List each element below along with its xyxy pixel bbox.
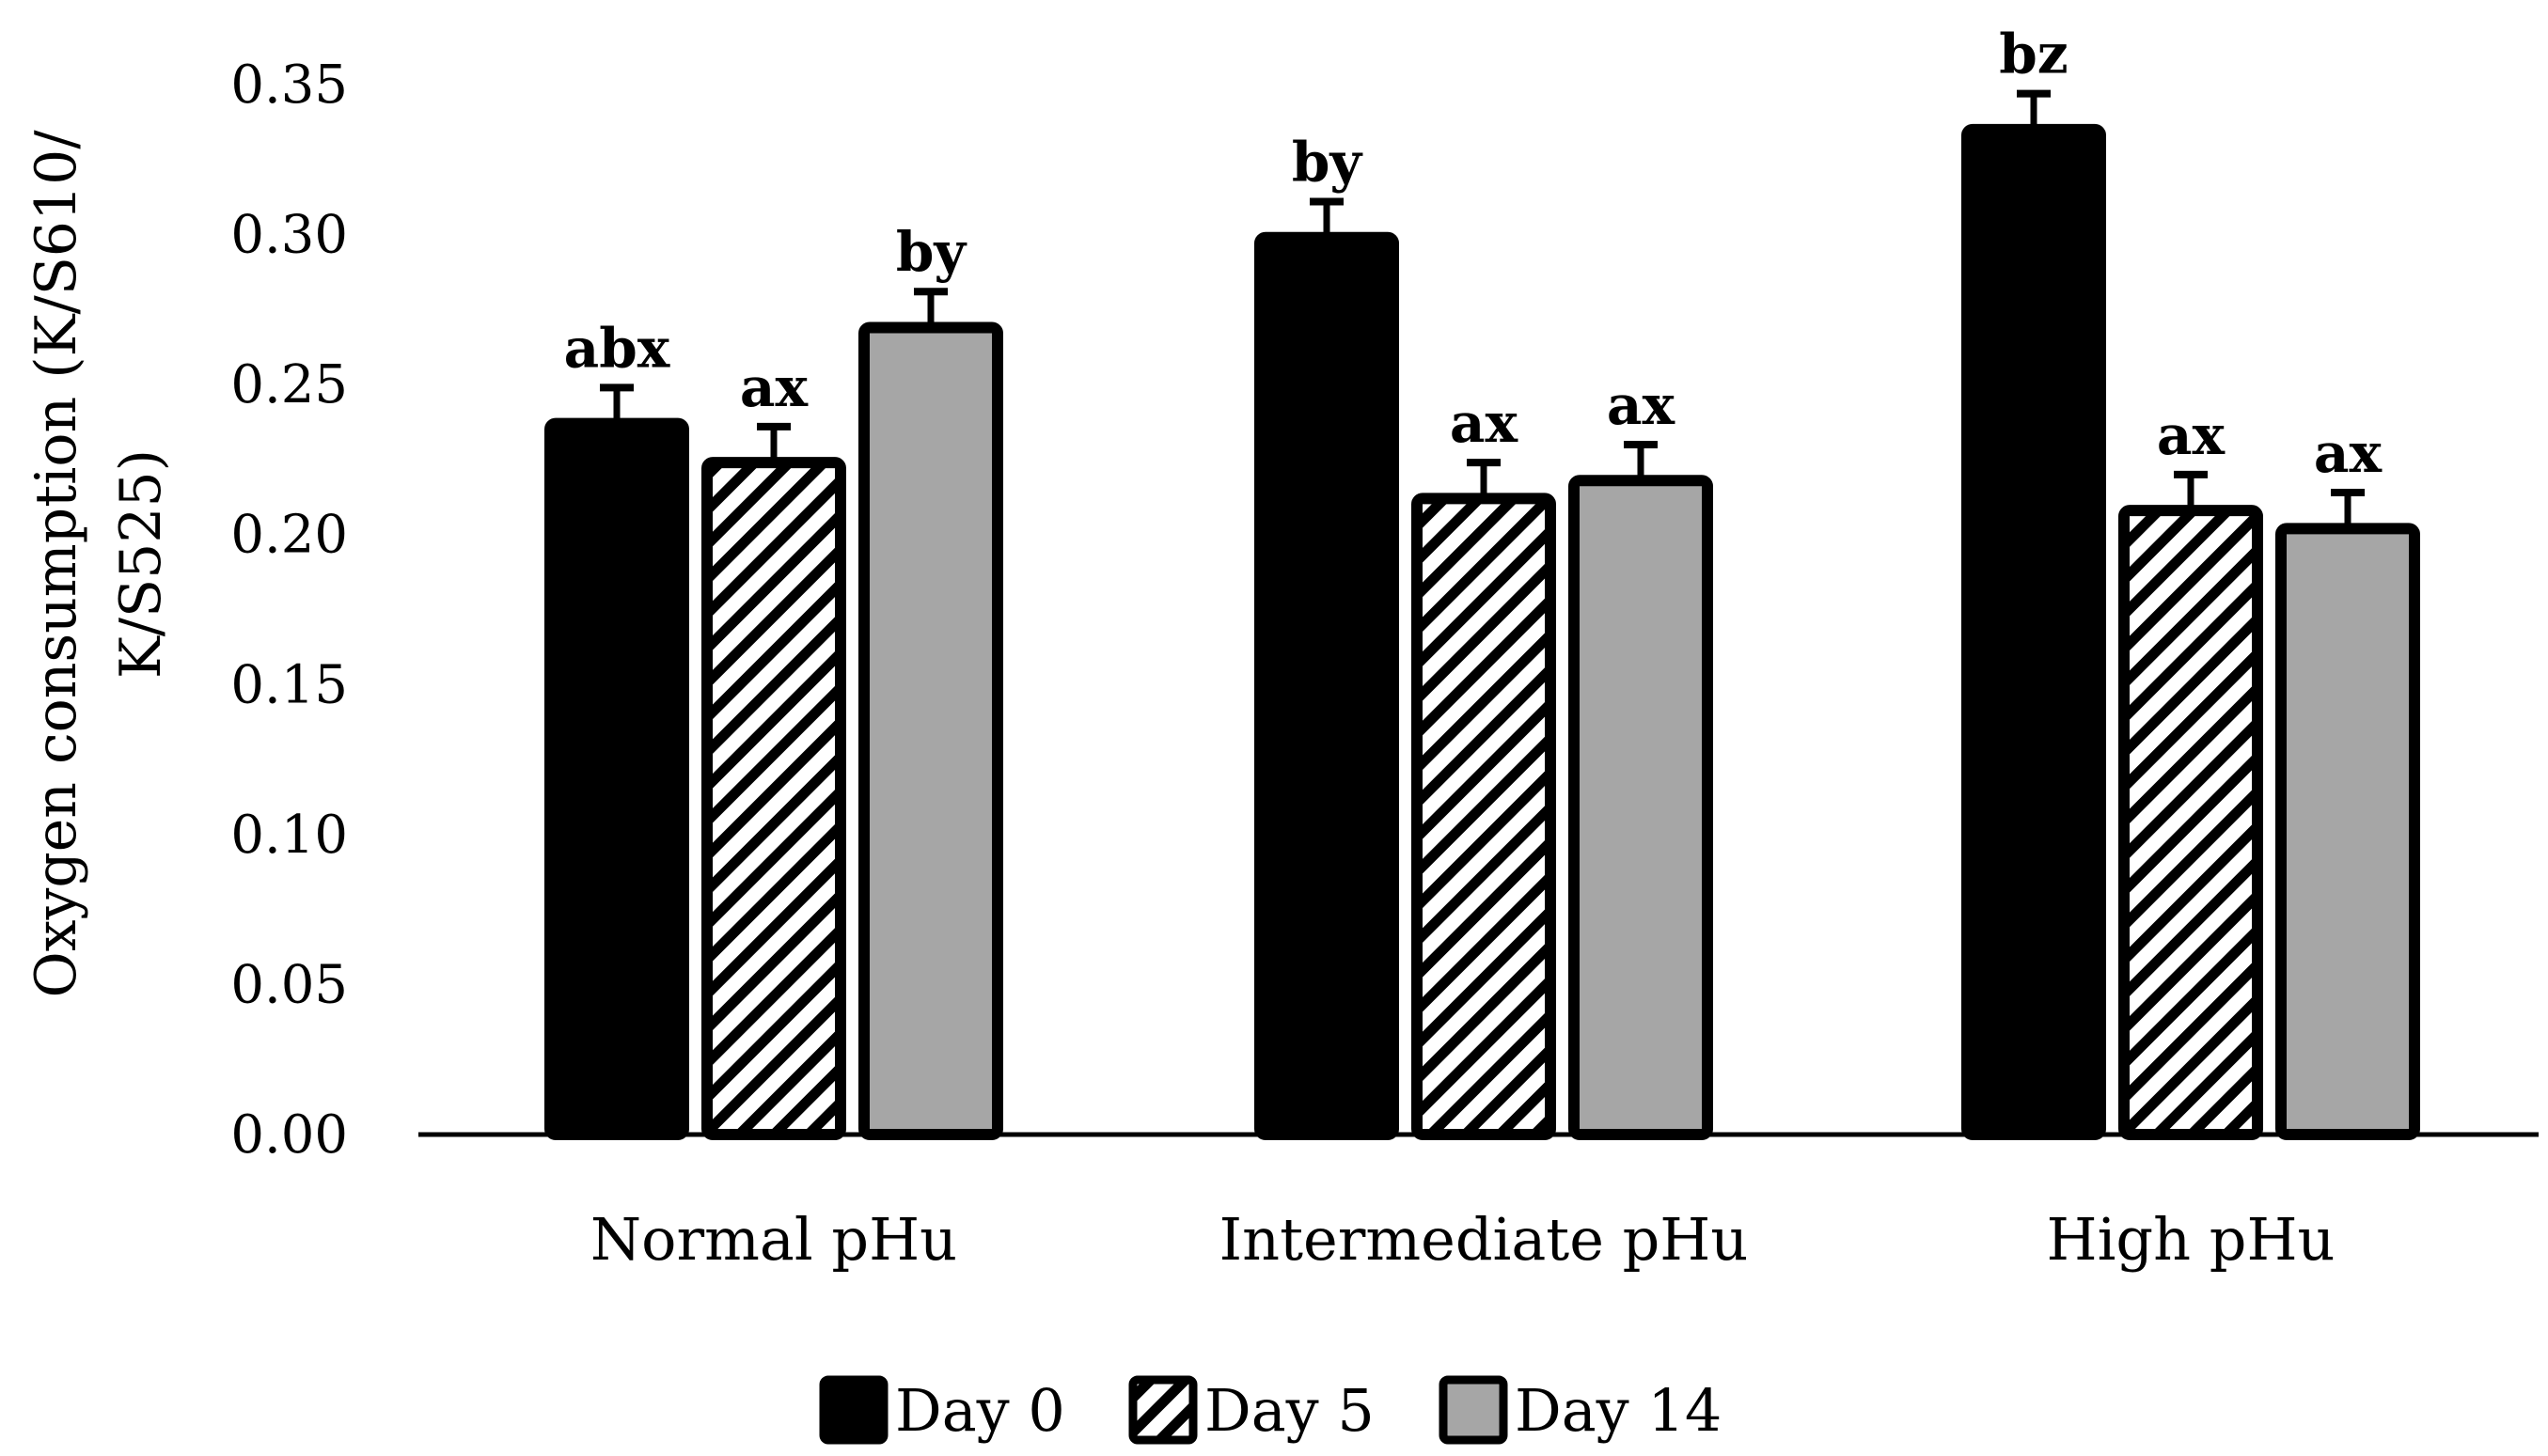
y-axis-ticks: 0.00 0.05 0.10 0.15 0.20 0.25 0.30 0.35 <box>230 55 348 1166</box>
bar-day-0 <box>544 417 689 1141</box>
data-label: ax <box>1450 391 1518 455</box>
y-axis-title: Oxygen consumption (K/S610/ <box>24 130 89 998</box>
bars-layer: abx ax by by ax ax bz ax ax <box>544 23 2420 1141</box>
legend-swatch-day-14 <box>1439 1375 1508 1445</box>
bar-day-0 <box>1961 123 2106 1140</box>
bar-day-5 <box>701 457 846 1140</box>
legend-swatch-day-0 <box>819 1375 889 1445</box>
y-tick-label: 0.25 <box>230 354 348 415</box>
data-label: by <box>896 220 968 284</box>
legend-label: Day 5 <box>1204 1376 1375 1445</box>
legend: Day 0 Day 5 Day 14 <box>819 1375 1722 1445</box>
x-category-label: High pHu <box>2047 1205 2336 1274</box>
y-tick-label: 0.10 <box>230 805 348 866</box>
bar-day-5 <box>1411 493 1556 1140</box>
bar-day-5 <box>2118 505 2263 1140</box>
y-tick-label: 0.00 <box>230 1104 348 1166</box>
data-label: ax <box>2157 403 2226 467</box>
data-label: ax <box>740 355 809 419</box>
bar-day-0 <box>1254 231 1399 1140</box>
y-axis-title-line-2: K/S525) <box>108 449 174 679</box>
y-tick-label: 0.05 <box>230 954 348 1015</box>
bar-day-14 <box>2275 523 2420 1140</box>
y-tick-label: 0.20 <box>230 505 348 566</box>
legend-swatch-day-5 <box>1128 1375 1198 1445</box>
data-label: bz <box>1999 23 2068 86</box>
data-label: ax <box>2314 421 2383 485</box>
legend-label: Day 0 <box>895 1376 1065 1445</box>
y-tick-label: 0.35 <box>230 55 348 116</box>
bar-day-14 <box>858 321 1003 1140</box>
bar-day-14 <box>1568 475 1713 1141</box>
category-labels: Normal pHu Intermediate pHu High pHu <box>590 1205 2336 1274</box>
data-label: by <box>1292 130 1364 194</box>
legend-label: Day 14 <box>1515 1376 1722 1445</box>
data-label: abx <box>564 316 670 380</box>
x-category-label: Normal pHu <box>590 1205 957 1274</box>
y-tick-label: 0.15 <box>230 654 348 715</box>
y-tick-label: 0.30 <box>230 205 348 266</box>
data-label: ax <box>1607 373 1675 437</box>
x-category-label: Intermediate pHu <box>1219 1205 1749 1274</box>
